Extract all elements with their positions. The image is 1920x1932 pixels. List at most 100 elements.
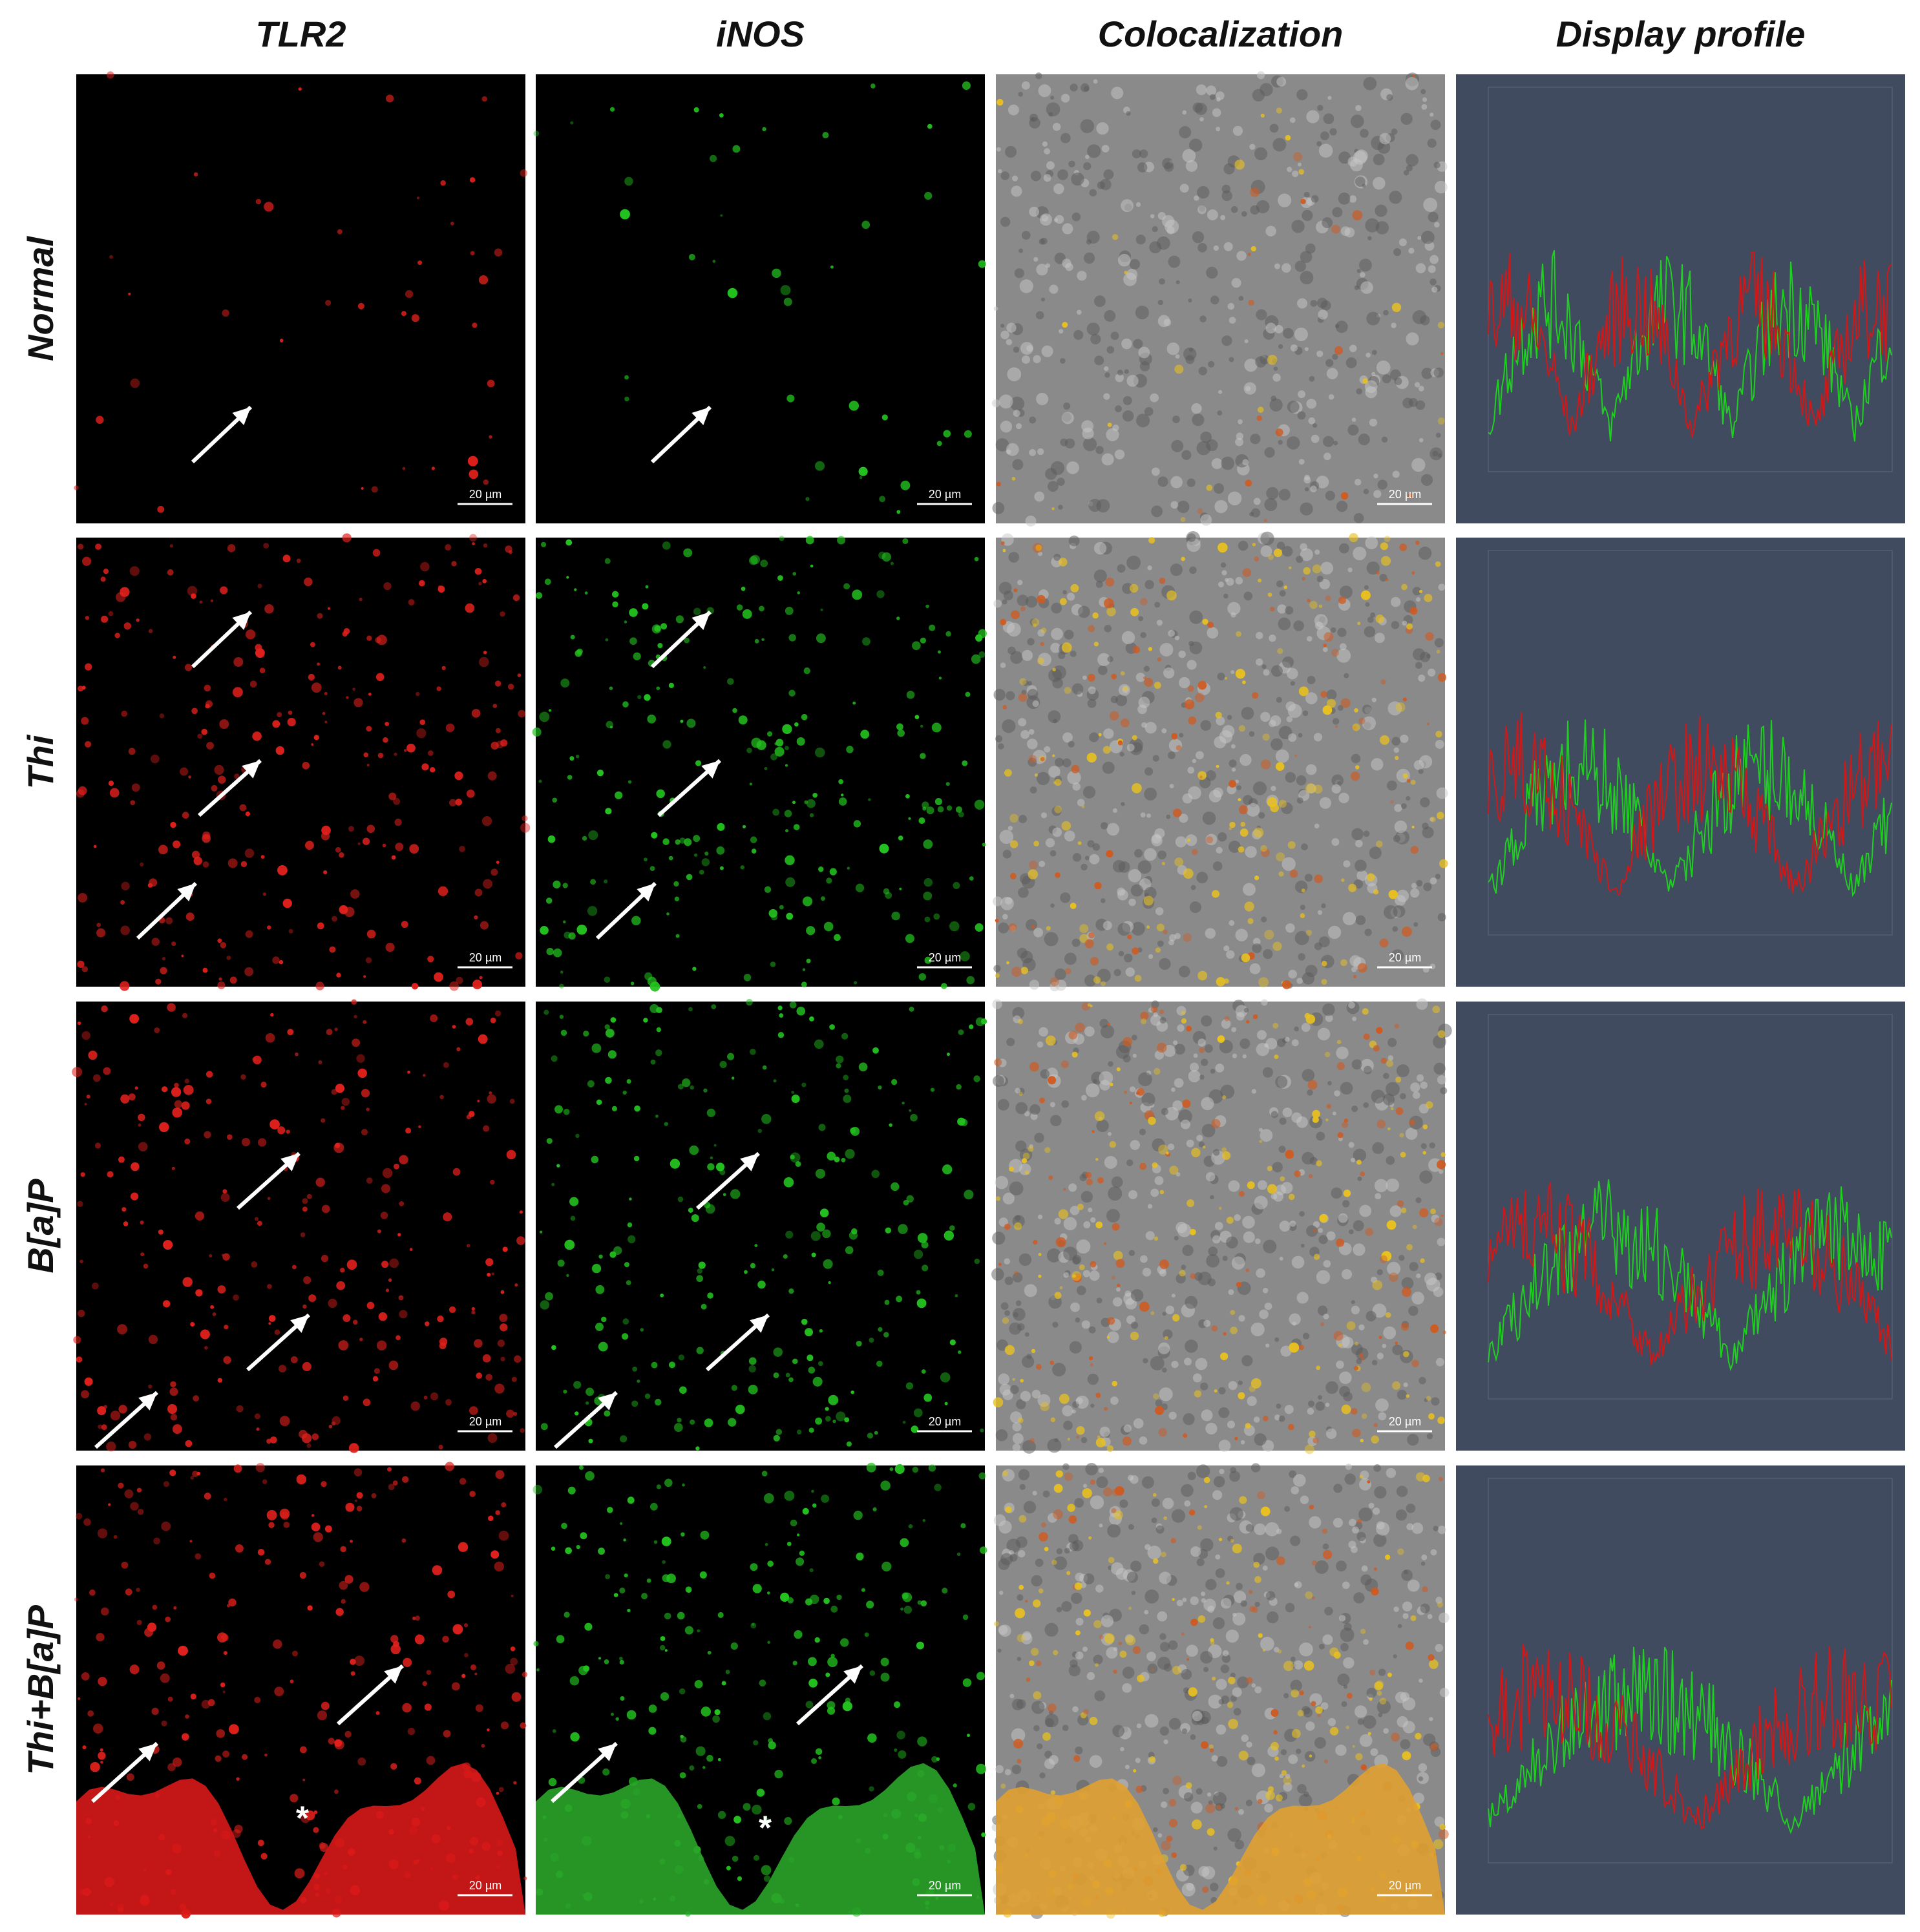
- signal: [181, 954, 184, 958]
- signal: [199, 600, 203, 604]
- signal: [695, 1446, 700, 1451]
- texture: [1037, 1743, 1043, 1750]
- signal: [598, 1341, 608, 1352]
- signal: [1288, 1193, 1295, 1201]
- signal: [1400, 1322, 1409, 1331]
- texture: [1420, 1561, 1426, 1566]
- signal: [1380, 542, 1388, 551]
- signal: [1166, 590, 1177, 601]
- signal: [357, 842, 361, 845]
- texture: [1329, 128, 1337, 136]
- texture: [1006, 322, 1017, 333]
- signal: [76, 789, 85, 798]
- signal: [363, 1020, 367, 1024]
- texture: [1171, 1509, 1186, 1523]
- texture: [1212, 1792, 1227, 1806]
- signal: [917, 1600, 922, 1605]
- signal: [1068, 1515, 1077, 1524]
- signal: [1011, 477, 1016, 481]
- texture: [1354, 479, 1362, 486]
- signal: [1171, 734, 1177, 740]
- texture: [1242, 1215, 1255, 1229]
- texture: [1221, 184, 1231, 194]
- texture: [1035, 311, 1044, 320]
- texture: [1243, 795, 1253, 805]
- signal: [317, 922, 324, 930]
- texture: [1410, 888, 1420, 898]
- signal: [1312, 1116, 1319, 1123]
- signal: [84, 1377, 93, 1386]
- texture: [1220, 215, 1226, 220]
- texture: [1273, 1191, 1284, 1202]
- signal: [880, 1657, 889, 1666]
- signal: [1002, 549, 1006, 552]
- signal: [383, 737, 388, 743]
- texture: [1000, 421, 1013, 433]
- texture: [1422, 97, 1428, 102]
- signal: [1260, 113, 1265, 118]
- texture: [1145, 1589, 1159, 1604]
- signal: [279, 339, 284, 342]
- texture: [1222, 1255, 1228, 1261]
- texture: [1028, 729, 1035, 735]
- signal: [1322, 705, 1333, 715]
- signal: [1077, 841, 1082, 845]
- signal: [1044, 1147, 1051, 1153]
- signal: [1039, 1532, 1048, 1542]
- signal: [1181, 1632, 1185, 1636]
- signal: [1179, 1270, 1186, 1277]
- signal: [1187, 838, 1190, 842]
- texture: [1355, 105, 1362, 112]
- texture: [1342, 1336, 1354, 1349]
- signal: [1187, 1199, 1195, 1208]
- signal: [693, 607, 701, 616]
- signal: [103, 568, 109, 574]
- texture: [1227, 302, 1235, 310]
- texture: [1357, 1718, 1364, 1725]
- signal: [1099, 1634, 1104, 1640]
- texture: [1124, 953, 1133, 963]
- signal: [338, 1340, 349, 1350]
- signal: [416, 728, 427, 739]
- texture: [1066, 593, 1075, 601]
- signal: [1226, 1581, 1230, 1585]
- texture: [1433, 367, 1444, 378]
- texture: [1093, 79, 1098, 84]
- signal: [1260, 1506, 1271, 1517]
- signal: [1066, 1571, 1071, 1575]
- scale-bar-label: 20 µm: [469, 1879, 501, 1892]
- signal: [643, 1018, 648, 1023]
- panel-background: [1456, 1002, 1905, 1451]
- signal: [791, 1094, 800, 1103]
- signal: [1386, 1060, 1393, 1067]
- texture: [1216, 846, 1223, 854]
- signal: [1322, 1549, 1333, 1560]
- signal: [1168, 1818, 1178, 1828]
- texture: [1039, 213, 1052, 226]
- signal: [688, 1208, 693, 1213]
- signal: [1269, 606, 1275, 612]
- signal: [415, 1615, 420, 1621]
- texture: [1344, 673, 1349, 678]
- texture: [1178, 965, 1190, 978]
- signal: [682, 1483, 685, 1487]
- signal: [788, 634, 796, 642]
- signal: [1095, 1158, 1099, 1161]
- texture: [1227, 1828, 1241, 1842]
- signal: [595, 1323, 604, 1332]
- signal: [205, 704, 210, 709]
- texture: [1093, 295, 1106, 308]
- signal: [912, 641, 921, 651]
- texture: [1439, 1612, 1450, 1624]
- texture: [1200, 720, 1212, 731]
- texture: [1393, 747, 1400, 753]
- signal: [436, 686, 441, 691]
- signal: [336, 972, 341, 978]
- texture: [1250, 434, 1261, 445]
- texture: [1426, 654, 1431, 658]
- signal: [424, 1703, 432, 1711]
- signal: [1363, 1033, 1370, 1040]
- signal: [109, 255, 113, 259]
- texture: [1213, 483, 1225, 494]
- texture: [1213, 1476, 1225, 1487]
